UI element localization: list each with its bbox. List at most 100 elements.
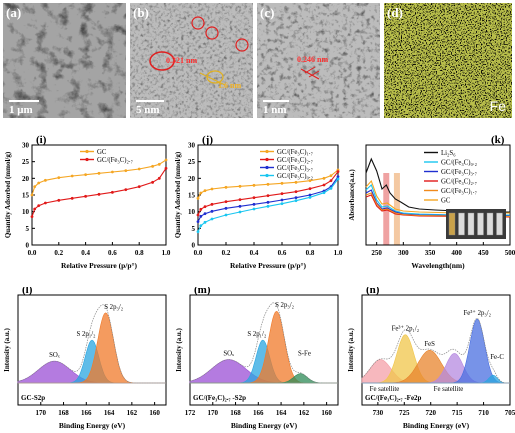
series-line xyxy=(365,184,510,216)
y-tick-label: 30 xyxy=(22,142,30,150)
panel-label: (n) xyxy=(366,287,380,296)
data-point xyxy=(322,183,326,187)
envelope-line xyxy=(189,302,338,384)
legend-marker xyxy=(85,149,89,154)
y-axis-title: Intensity (a.u.) xyxy=(175,327,183,371)
data-point xyxy=(124,188,128,192)
y-axis-title: Quantity Adsorbed (mmol/g) xyxy=(4,151,12,238)
y-tick-label: 30 xyxy=(188,142,196,150)
data-point xyxy=(210,217,214,221)
vial xyxy=(458,212,465,236)
lattice-label: 1.6 nm xyxy=(218,81,242,90)
tem-image-panel-b: (b) 0.321 nm 1.6 nm 5 nm xyxy=(130,3,253,118)
data-point xyxy=(224,200,228,204)
panel-label: (a) xyxy=(6,5,22,20)
data-point xyxy=(203,220,207,224)
data-point xyxy=(37,204,41,208)
data-point xyxy=(196,220,200,224)
data-point xyxy=(280,202,284,206)
x-tick-label: 0.4 xyxy=(250,249,259,257)
panel-label: (j) xyxy=(202,134,213,146)
series-line xyxy=(365,192,511,218)
y-tick-label: 25 xyxy=(188,158,196,166)
y-tick-label: 0 xyxy=(192,242,196,250)
data-point xyxy=(252,202,256,206)
x-tick-label: 500 xyxy=(505,249,515,257)
data-point xyxy=(329,179,333,183)
x-tick-label: 715 xyxy=(452,409,463,417)
x-axis-title: Relative Pressure (p/p°) xyxy=(61,261,138,270)
peak-label: FeS xyxy=(424,341,435,348)
data-point xyxy=(322,191,326,195)
panel-label: (b) xyxy=(133,5,149,20)
x-tick-label: 725 xyxy=(399,409,410,417)
data-point xyxy=(33,207,37,211)
envelope-line xyxy=(361,317,510,384)
legend-label: GC xyxy=(97,149,107,156)
legend-label: GC/(Fe₃C)₂.₇ xyxy=(277,157,314,164)
data-point xyxy=(199,224,203,228)
data-point xyxy=(137,185,141,189)
x-axis-title: Binding Energy (eV) xyxy=(231,421,298,430)
data-point xyxy=(111,190,114,194)
data-point xyxy=(57,198,61,202)
x-tick-label: 0.4 xyxy=(81,249,90,257)
data-point xyxy=(238,210,242,214)
y-tick-label: 5 xyxy=(192,225,196,233)
x-tick-label: 705 xyxy=(505,409,515,417)
vial xyxy=(486,212,494,236)
scale-bar xyxy=(9,100,39,102)
peak-label: Fe satellite xyxy=(434,386,464,393)
data-point xyxy=(199,214,203,218)
x-tick-label: 162 xyxy=(127,409,138,417)
chart-n-xps-fe2p: (n) Binding Energy (eV) Intensity (a.u.) 73… xyxy=(347,287,515,430)
legend-label: GC/(Fe₃C)₁.₇ xyxy=(441,188,478,195)
data-point xyxy=(97,171,101,175)
data-point xyxy=(266,194,270,198)
hrtem-image-panel-c: (c) 0.246 nm 1 nm xyxy=(257,3,380,118)
x-tick-label: 170 xyxy=(208,409,219,417)
corner-label: GC/(Fe₃C)₂.₇ -S2p xyxy=(193,394,246,402)
chart-k-uvvis: (k) Wavelength(nm) Absorbance(a.u.) 250 300 3… xyxy=(348,134,515,270)
x-tick-label: 0.2 xyxy=(222,249,231,257)
data-point xyxy=(266,204,270,208)
data-point xyxy=(164,158,168,162)
peak-label: S 2p₁/₂ xyxy=(77,331,96,338)
y-axis-title: Intensity (a.u.) xyxy=(347,327,355,371)
legend-marker xyxy=(265,157,269,162)
y-tick-label: 15 xyxy=(188,192,196,200)
series-line xyxy=(31,167,167,217)
data-point xyxy=(224,185,228,189)
x-axis-title: Relative Pressure (p/p°) xyxy=(230,261,307,270)
legend-label: GC/(Fe₃C)₁.₇ xyxy=(277,149,314,156)
panel-label: (k) xyxy=(491,134,505,146)
data-point xyxy=(336,177,340,181)
hrtem-texture xyxy=(257,3,380,118)
y-tick-label: 10 xyxy=(22,208,30,216)
data-point xyxy=(137,167,141,171)
data-point xyxy=(294,196,298,200)
x-tick-label: 0.0 xyxy=(194,249,203,257)
data-point xyxy=(84,194,87,198)
x-tick-label: 172 xyxy=(185,409,196,417)
peak-label: Fe satellite xyxy=(370,386,400,393)
data-point xyxy=(210,209,214,213)
legend-marker xyxy=(265,149,269,154)
x-tick-label: 160 xyxy=(149,409,160,417)
data-point xyxy=(329,186,333,190)
data-point xyxy=(44,201,47,205)
x-tick-label: 1.0 xyxy=(334,249,343,257)
chart-i-isotherm: (i) Relative Pressure (p/p°) Quantity Adso… xyxy=(4,134,171,270)
data-point xyxy=(308,195,312,199)
panel-label: (l) xyxy=(22,287,33,296)
data-point xyxy=(97,192,101,196)
x-tick-label: 0.8 xyxy=(306,249,315,257)
chart-m-xps-s2p: (m) Binding Energy (eV) Intensity (a.u.) 17… xyxy=(175,287,339,430)
tem-texture xyxy=(130,3,253,118)
data-point xyxy=(203,212,207,216)
corner-label: GC-S2p xyxy=(21,394,45,402)
legend-label: GC xyxy=(441,198,451,205)
data-point xyxy=(30,193,34,197)
vial xyxy=(448,212,456,236)
sem-texture xyxy=(3,3,126,118)
